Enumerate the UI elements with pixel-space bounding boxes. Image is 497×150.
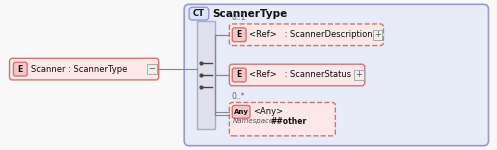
Text: CT: CT [193, 9, 205, 18]
FancyBboxPatch shape [229, 102, 335, 136]
FancyBboxPatch shape [13, 62, 27, 76]
Text: Scanner : ScannerType: Scanner : ScannerType [31, 65, 127, 74]
Text: 0..*: 0..* [231, 92, 245, 100]
Text: E: E [18, 65, 23, 74]
Text: +: + [355, 70, 362, 80]
FancyBboxPatch shape [232, 28, 246, 42]
Bar [197, 21, 215, 129]
Text: 0..1: 0..1 [231, 13, 246, 22]
Text: Namespace: Namespace [233, 118, 274, 124]
Bar [373, 30, 383, 40]
Text: <Any>: <Any> [253, 107, 283, 116]
Text: <Ref>   : ScannerStatus: <Ref> : ScannerStatus [249, 70, 351, 80]
Text: <Ref>   : ScannerDescription: <Ref> : ScannerDescription [249, 30, 373, 39]
Text: E: E [237, 30, 242, 39]
Text: −: − [148, 65, 156, 74]
Text: ##other: ##other [270, 117, 307, 126]
Text: ScannerType: ScannerType [213, 9, 288, 19]
FancyBboxPatch shape [9, 58, 159, 80]
FancyBboxPatch shape [184, 4, 489, 146]
FancyBboxPatch shape [229, 24, 384, 46]
Text: +: + [374, 30, 381, 39]
Text: Any: Any [234, 109, 248, 115]
Bar [354, 70, 364, 80]
Text: E: E [237, 70, 242, 80]
FancyBboxPatch shape [232, 105, 250, 118]
FancyBboxPatch shape [189, 7, 209, 20]
FancyBboxPatch shape [232, 68, 246, 82]
Bar [147, 64, 157, 74]
FancyBboxPatch shape [229, 64, 365, 86]
